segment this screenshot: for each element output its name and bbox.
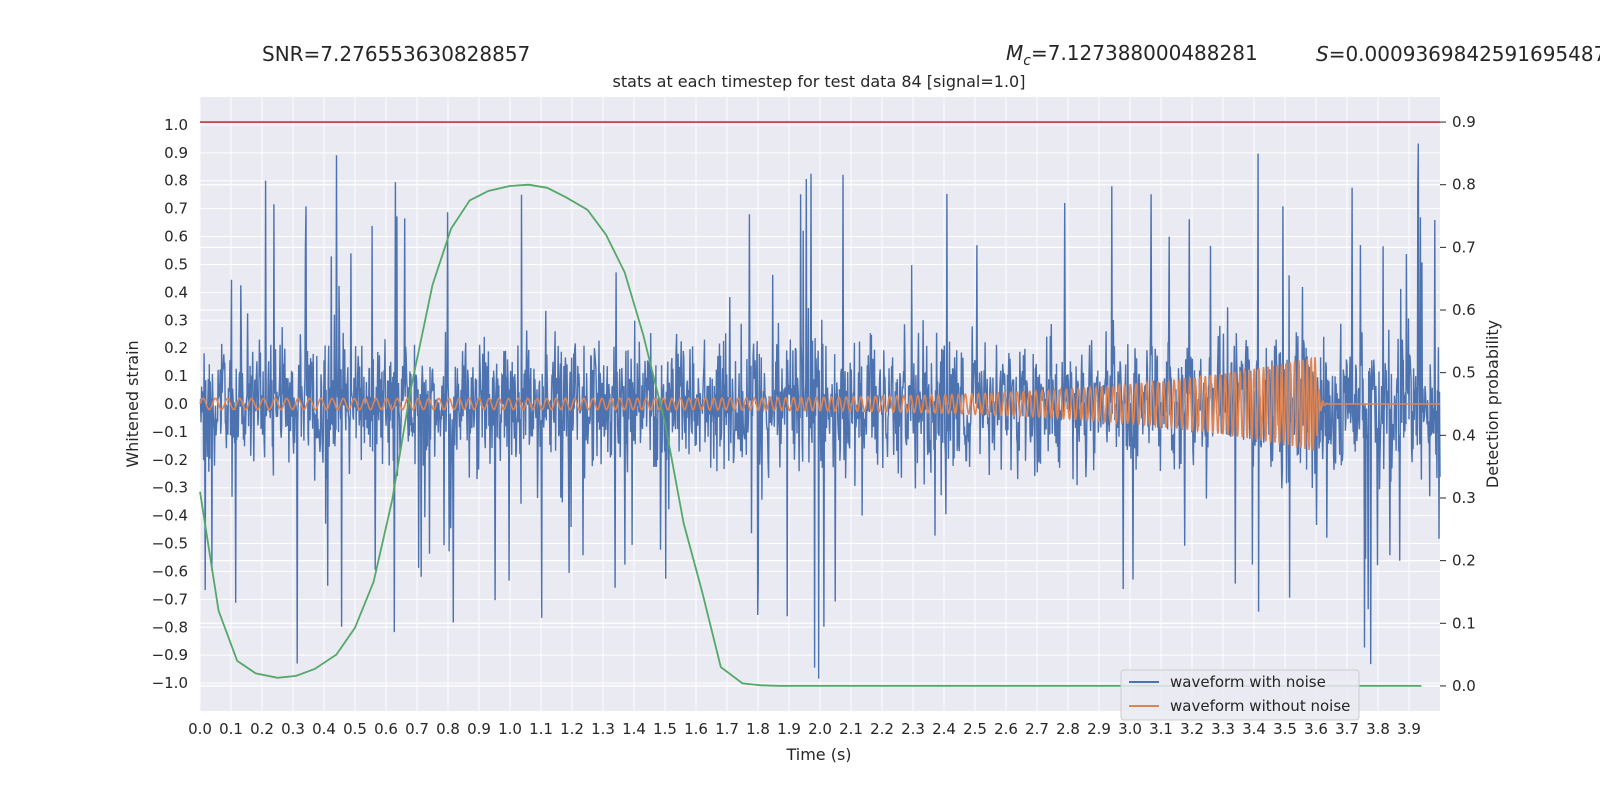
y2-axis-ticks: 0.9 0.8 0.7 0.6 0.5 0.4 0.3 0.2 0.1 0.0: [1440, 113, 1476, 695]
x-tick-label: 2.1: [839, 720, 863, 738]
x-tick-label: 2.8: [1056, 720, 1080, 738]
x-tick-label: 1.9: [777, 720, 801, 738]
x-tick-label: 3.4: [1242, 720, 1266, 738]
x-tick-label: 3.1: [1149, 720, 1173, 738]
y2-tick-label: 0.7: [1452, 238, 1476, 256]
y-tick-label: 0.8: [164, 172, 188, 190]
y-tick-label: −0.3: [152, 479, 188, 497]
x-tick-label: 1.5: [653, 720, 677, 738]
y-tick-label: −0.4: [152, 507, 188, 525]
y-tick-label: 0.5: [164, 255, 188, 273]
x-tick-label: 1.1: [529, 720, 553, 738]
x-tick-label: 2.7: [1025, 720, 1049, 738]
x-tick-label: 0.0: [188, 720, 212, 738]
x-tick-label: 2.0: [808, 720, 832, 738]
legend-box: [1120, 669, 1360, 721]
x-tick-label: 0.3: [281, 720, 305, 738]
x-tick-label: 3.0: [1118, 720, 1142, 738]
y2-tick-label: 0.3: [1452, 489, 1476, 507]
x-tick-label: 3.8: [1366, 720, 1390, 738]
x-tick-label: 2.9: [1087, 720, 1111, 738]
series-detection-probability: [199, 183, 1422, 687]
x-tick-label: 1.7: [715, 720, 739, 738]
y-tick-label: 0.2: [164, 339, 188, 357]
x-axis-ticks: 0.0 0.1 0.2 0.3 0.4 0.5 0.6 0.7 0.8 0.9 1.0 1.1 1.2 1…: [188, 720, 1421, 738]
y2-tick-label: 0.8: [1452, 176, 1476, 194]
x-tick-label: 1.2: [560, 720, 584, 738]
y-tick-label: 0.3: [164, 311, 188, 329]
x-tick-label: 3.2: [1180, 720, 1204, 738]
x-tick-label: 3.9: [1397, 720, 1421, 738]
x-tick-label: 1.3: [591, 720, 615, 738]
x-tick-label: 2.3: [901, 720, 925, 738]
x-tick-label: 2.6: [994, 720, 1018, 738]
x-tick-label: 0.6: [374, 720, 398, 738]
y-tick-label: −0.8: [152, 618, 188, 636]
legend: waveform with noise waveform without noi…: [1120, 669, 1360, 721]
y-tick-label: −0.5: [152, 535, 188, 553]
x-tick-label: 3.3: [1211, 720, 1235, 738]
x-tick-label: 0.5: [343, 720, 367, 738]
y2-tick-label: 0.9: [1452, 113, 1476, 131]
y2-tick-label: 0.0: [1452, 677, 1476, 695]
y-tick-label: 1.0: [164, 116, 188, 134]
y-tick-label: 0.4: [164, 283, 188, 301]
s-value: =0.0009369842591695487: [1329, 42, 1600, 66]
chart-title: stats at each timestep for test data 84 …: [613, 72, 1026, 91]
y-tick-label: −0.2: [152, 451, 188, 469]
legend-label-clean: waveform without noise: [1170, 697, 1350, 715]
x-tick-label: 3.6: [1304, 720, 1328, 738]
snr-stat: SNR=7.276553630828857: [262, 42, 530, 66]
x-tick-label: 1.0: [498, 720, 522, 738]
y-tick-label: −0.9: [152, 646, 188, 664]
x-tick-label: 1.6: [684, 720, 708, 738]
x-tick-label: 0.7: [405, 720, 429, 738]
series-waveform-without-noise-group: [199, 356, 1440, 451]
x-tick-label: 0.9: [467, 720, 491, 738]
x-tick-label: 2.4: [932, 720, 956, 738]
y-tick-label: 0.7: [164, 200, 188, 218]
y2-tick-label: 0.5: [1452, 364, 1476, 382]
x-axis-label: Time (s): [785, 745, 851, 764]
x-tick-label: 0.4: [312, 720, 336, 738]
y-tick-label: −1.0: [152, 674, 188, 692]
y-tick-label: 0.0: [164, 395, 188, 413]
y2-tick-label: 0.2: [1452, 552, 1476, 570]
legend-label-noise: waveform with noise: [1170, 673, 1326, 691]
x-tick-label: 0.8: [436, 720, 460, 738]
chirp-mass-stat: Mc=7.127388000488281: [1006, 41, 1258, 69]
y-tick-label: 0.9: [164, 144, 188, 162]
chirp-mass-symbol: M: [1006, 41, 1023, 65]
y-axis-ticks: 1.0 0.9 0.8 0.7 0.6 0.5 0.4 0.3 0.2 0.1 0.0 −0.1 −0.…: [152, 116, 188, 692]
y2-axis-label: Detection probability: [1483, 320, 1502, 488]
x-tick-label: 1.4: [622, 720, 646, 738]
y-tick-label: −0.1: [152, 423, 188, 441]
x-tick-label: 0.2: [250, 720, 274, 738]
y2-tick-label: 0.4: [1452, 426, 1476, 444]
y-tick-label: 0.1: [164, 367, 188, 385]
x-tick-label: 1.8: [746, 720, 770, 738]
y-tick-label: −0.6: [152, 562, 188, 580]
x-tick-label: 2.5: [963, 720, 987, 738]
y-tick-label: −0.7: [152, 590, 188, 608]
y-axis-label: Whitened strain: [123, 340, 142, 467]
y-tick-label: 0.6: [164, 228, 188, 246]
x-tick-label: 2.2: [870, 720, 894, 738]
x-tick-label: 0.1: [219, 720, 243, 738]
series-waveform-without-noise: [199, 356, 1440, 451]
x-tick-label: 3.5: [1273, 720, 1297, 738]
y2-tick-label: 0.6: [1452, 301, 1476, 319]
s-stat: S=0.0009369842591695487: [1316, 42, 1600, 66]
y2-tick-label: 0.1: [1452, 614, 1476, 632]
series-detection-probability-group: [199, 121, 1440, 687]
x-tick-label: 3.7: [1335, 720, 1359, 738]
s-symbol: S: [1316, 42, 1329, 66]
chirp-mass-subscript: c: [1023, 53, 1031, 69]
chirp-mass-value: =7.127388000488281: [1031, 41, 1258, 65]
